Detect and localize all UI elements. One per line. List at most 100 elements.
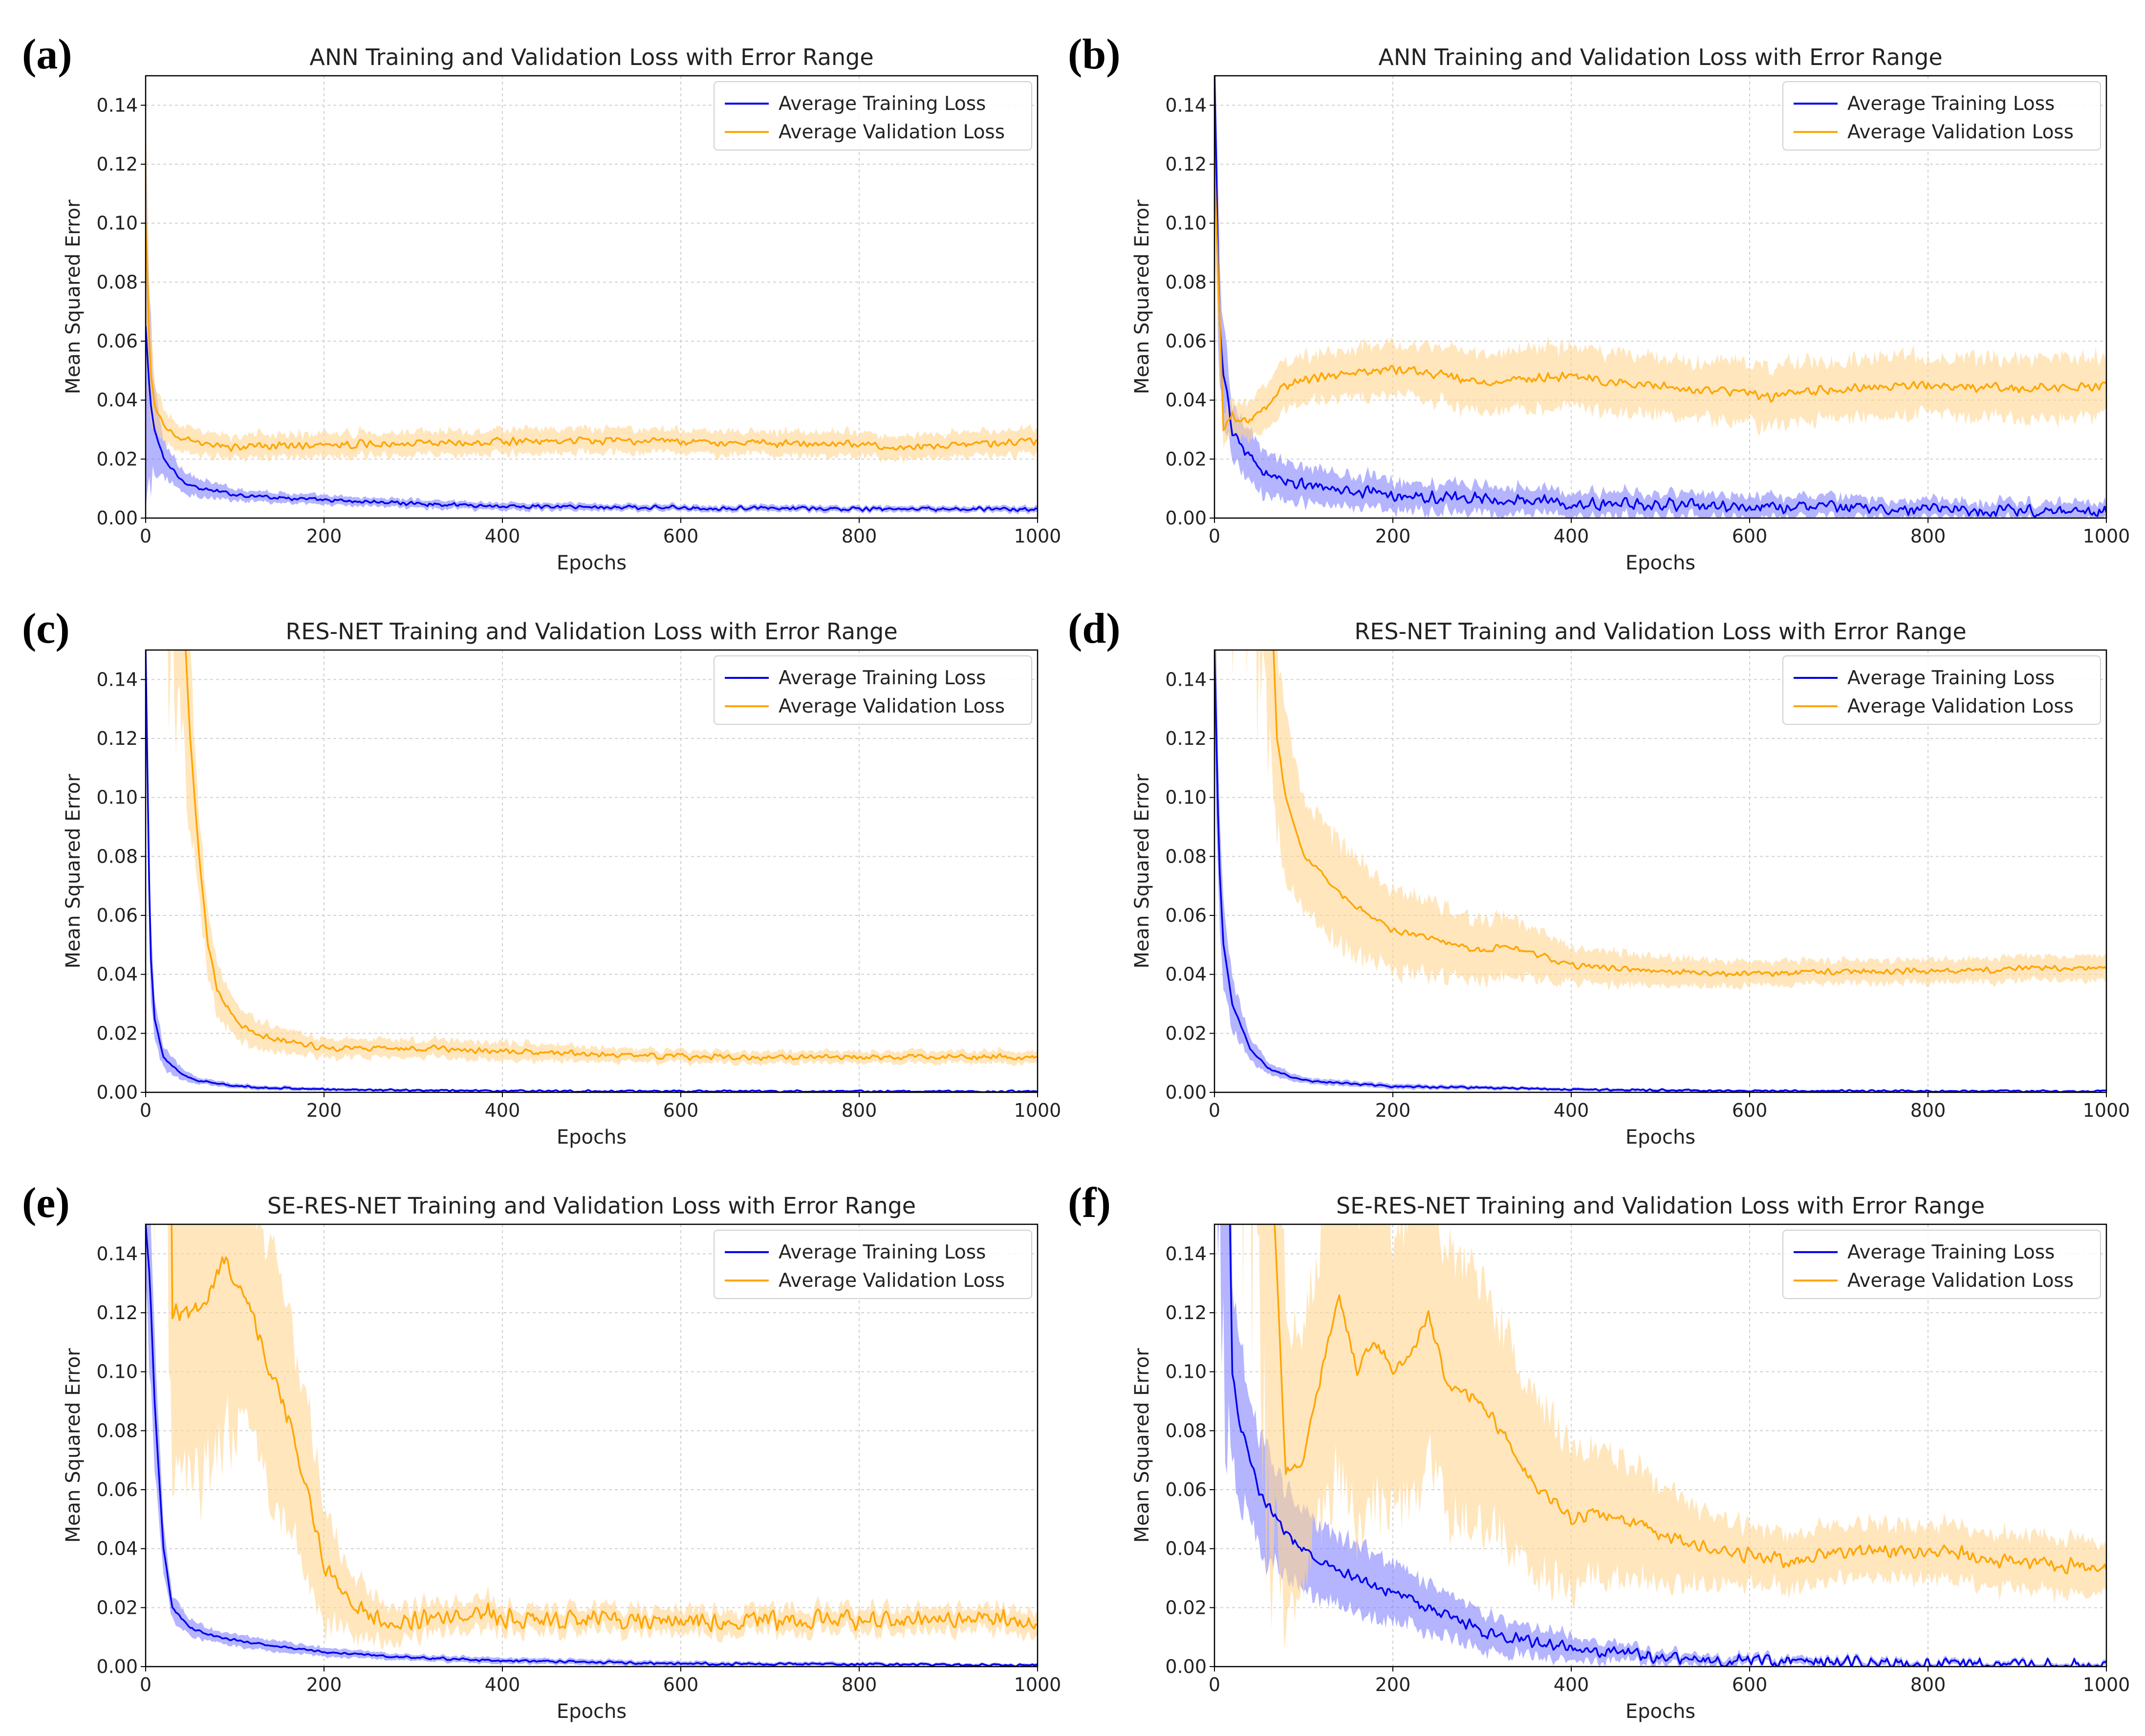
panel-letter: (b) bbox=[1068, 31, 1121, 78]
validation-legend-label: Average Validation Loss bbox=[779, 695, 1005, 717]
y-tick-label: 0.12 bbox=[1165, 153, 1207, 175]
y-tick-label: 0.06 bbox=[1165, 1479, 1207, 1500]
x-axis-label: Epochs bbox=[557, 1700, 627, 1723]
y-tick-label: 0.04 bbox=[96, 964, 138, 985]
validation-legend-label: Average Validation Loss bbox=[1847, 695, 2074, 717]
y-tick-label: 0.10 bbox=[96, 787, 138, 808]
training-loss-line bbox=[1214, 76, 2106, 518]
y-tick-label: 0.06 bbox=[96, 1479, 138, 1500]
x-tick-label: 600 bbox=[663, 525, 699, 547]
chart-title: SE-RES-NET Training and Validation Loss … bbox=[267, 1193, 916, 1219]
y-tick-label: 0.04 bbox=[1165, 964, 1207, 985]
y-tick-label: 0.08 bbox=[96, 846, 138, 867]
y-tick-label: 0.10 bbox=[96, 213, 138, 234]
y-tick-label: 0.04 bbox=[1165, 390, 1207, 411]
training-loss-line bbox=[146, 326, 1038, 512]
plot-area bbox=[1217, 1224, 2106, 1667]
validation-error-band bbox=[1216, 650, 2106, 991]
x-tick-label: 200 bbox=[1375, 1674, 1411, 1695]
training-loss-line bbox=[146, 1224, 1038, 1667]
y-tick-label: 0.00 bbox=[1165, 507, 1207, 529]
training-legend-label: Average Training Loss bbox=[779, 667, 986, 689]
training-legend-label: Average Training Loss bbox=[1847, 93, 2055, 115]
x-tick-label: 400 bbox=[485, 525, 520, 547]
x-tick-label: 200 bbox=[306, 1674, 342, 1695]
plot-area bbox=[146, 1224, 1038, 1667]
validation-legend-label: Average Validation Loss bbox=[1847, 1270, 2074, 1292]
y-tick-label: 0.04 bbox=[1165, 1538, 1207, 1560]
panel-letter: (d) bbox=[1068, 605, 1121, 652]
legend-box bbox=[1782, 1230, 2101, 1299]
x-tick-label: 1000 bbox=[2083, 1674, 2130, 1695]
y-axis-label: Mean Squared Error bbox=[1131, 1348, 1153, 1543]
y-tick-label: 0.14 bbox=[1165, 94, 1207, 116]
y-tick-label: 0.10 bbox=[1165, 1361, 1207, 1383]
y-tick-label: 0.10 bbox=[1165, 213, 1207, 234]
y-tick-label: 0.12 bbox=[96, 153, 138, 175]
y-tick-label: 0.02 bbox=[1165, 448, 1207, 470]
y-tick-label: 0.06 bbox=[96, 905, 138, 926]
validation-error-band bbox=[1214, 76, 2106, 448]
x-tick-label: 200 bbox=[1375, 525, 1411, 547]
validation-loss-line bbox=[185, 650, 1038, 1062]
x-tick-label: 0 bbox=[140, 1674, 152, 1695]
axes-frame bbox=[145, 1223, 1039, 1668]
y-axis-label: Mean Squared Error bbox=[62, 774, 85, 969]
validation-loss-line bbox=[1274, 1224, 2106, 1575]
y-tick-label: 0.10 bbox=[96, 1361, 138, 1383]
validation-legend-label: Average Validation Loss bbox=[779, 121, 1005, 143]
x-tick-label: 800 bbox=[1910, 1100, 1946, 1121]
validation-loss-line bbox=[1273, 650, 2106, 977]
x-tick-label: 0 bbox=[140, 525, 152, 547]
plot-area bbox=[1214, 76, 2106, 518]
chart-panel-a: (a) ANN Training and Validation Loss with… bbox=[22, 31, 1061, 574]
chart-panel-e: (e) SE-RES-NET Training and Validation Lo… bbox=[22, 1179, 1062, 1723]
legend: Average Training Loss Average Validation … bbox=[714, 1230, 1032, 1299]
x-tick-label: 1000 bbox=[1014, 525, 1062, 547]
plot-area bbox=[1214, 650, 2106, 1092]
y-tick-label: 0.08 bbox=[1165, 271, 1207, 293]
y-axis-label: Mean Squared Error bbox=[62, 199, 85, 394]
y-tick-label: 0.02 bbox=[96, 448, 138, 470]
x-axis-label: Epochs bbox=[557, 552, 627, 574]
y-tick-label: 0.08 bbox=[1165, 1420, 1207, 1441]
validation-legend-label: Average Validation Loss bbox=[779, 1270, 1005, 1292]
x-tick-label: 1000 bbox=[1014, 1674, 1062, 1695]
axes-frame bbox=[1213, 1223, 2107, 1668]
validation-loss-line bbox=[146, 222, 1038, 452]
x-tick-label: 800 bbox=[842, 1100, 877, 1121]
y-tick-label: 0.06 bbox=[96, 330, 138, 352]
training-legend-label: Average Training Loss bbox=[1847, 667, 2055, 689]
y-tick-label: 0.00 bbox=[96, 507, 138, 529]
x-tick-label: 400 bbox=[1554, 1100, 1589, 1121]
y-tick-label: 0.14 bbox=[96, 1243, 138, 1264]
legend: Average Training Loss Average Validation … bbox=[1782, 655, 2101, 725]
y-tick-label: 0.00 bbox=[1165, 1082, 1207, 1103]
y-tick-label: 0.14 bbox=[96, 94, 138, 116]
validation-legend-label: Average Validation Loss bbox=[1847, 121, 2074, 143]
y-axis-label: Mean Squared Error bbox=[1131, 774, 1153, 969]
legend-box bbox=[714, 81, 1032, 151]
panel-letter: (e) bbox=[22, 1179, 70, 1227]
validation-error-band bbox=[1230, 1224, 2106, 1649]
validation-loss-line bbox=[1214, 163, 2106, 431]
y-tick-label: 0.14 bbox=[1165, 1243, 1207, 1264]
legend-box bbox=[1782, 655, 2101, 725]
validation-error-band bbox=[146, 118, 1038, 463]
y-tick-label: 0.02 bbox=[96, 1597, 138, 1618]
x-tick-label: 600 bbox=[1732, 1100, 1768, 1121]
x-tick-label: 400 bbox=[1554, 525, 1589, 547]
y-tick-label: 0.08 bbox=[1165, 846, 1207, 867]
x-axis-label: Epochs bbox=[1625, 1700, 1695, 1723]
x-tick-label: 1000 bbox=[2083, 525, 2130, 547]
x-tick-label: 600 bbox=[663, 1674, 699, 1695]
y-tick-label: 0.12 bbox=[96, 1302, 138, 1324]
panel-letter: (f) bbox=[1068, 1179, 1111, 1227]
panel-letter: (c) bbox=[22, 605, 70, 652]
validation-error-band bbox=[154, 1224, 1038, 1650]
x-tick-label: 800 bbox=[842, 1674, 877, 1695]
x-tick-label: 600 bbox=[663, 1100, 699, 1121]
training-legend-label: Average Training Loss bbox=[779, 1241, 986, 1263]
x-tick-label: 200 bbox=[306, 1100, 342, 1121]
